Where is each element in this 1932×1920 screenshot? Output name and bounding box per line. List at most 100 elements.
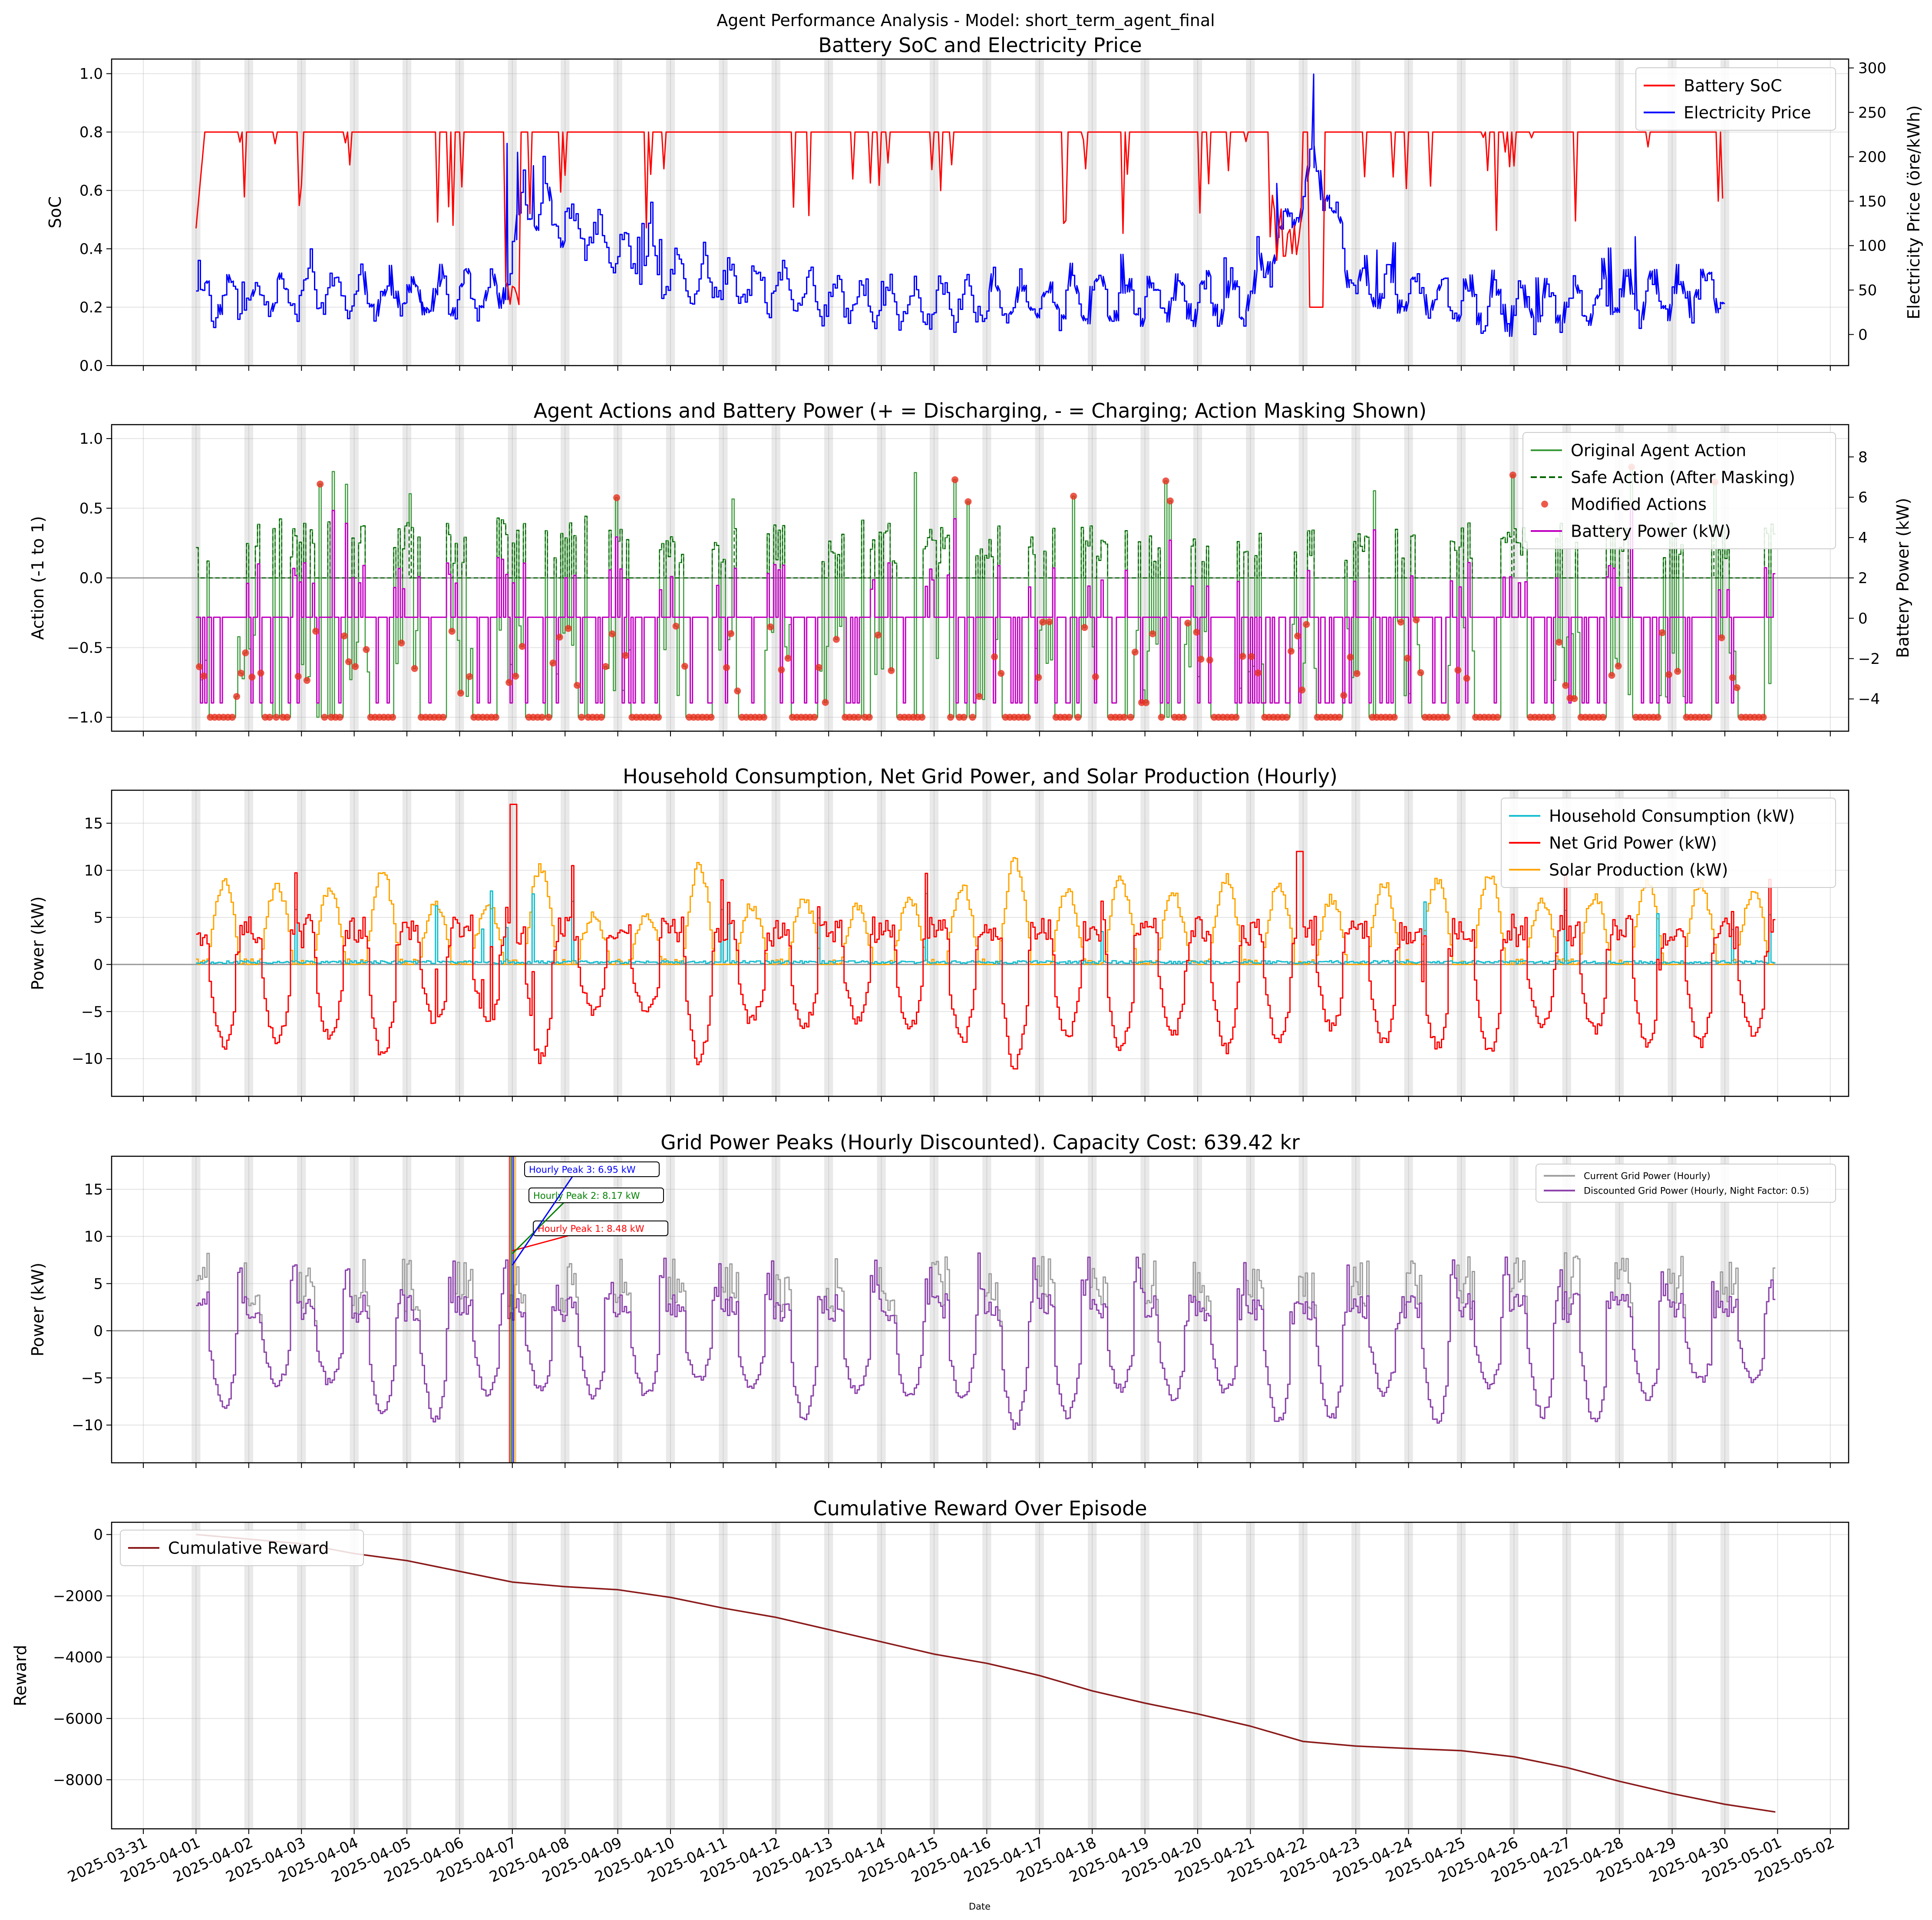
modified-action-point [312, 627, 320, 635]
modified-action-point [284, 713, 291, 721]
plot-frame [111, 789, 1849, 1097]
night-band [561, 1522, 570, 1829]
y-tick-label-right: 8 [1858, 449, 1868, 466]
night-band [613, 1522, 622, 1829]
y-tick-label: 0.6 [79, 182, 103, 200]
night-band [1140, 1522, 1149, 1829]
modified-action-point [233, 693, 240, 700]
night-band [192, 1522, 201, 1829]
modified-action-point [340, 632, 348, 640]
y-tick-label: 1.0 [79, 430, 103, 448]
y-tick-label: 0 [93, 1526, 103, 1544]
modified-action-point [1390, 713, 1398, 721]
night-band [1246, 1522, 1255, 1829]
legend-box [1522, 432, 1836, 549]
modified-action-point [398, 639, 405, 647]
y-axis-label: Action (-1 to 1) [28, 516, 47, 640]
y-tick-label-right: 300 [1858, 59, 1886, 77]
modified-action-point [1615, 663, 1622, 670]
y-tick-label: −5 [81, 1003, 103, 1021]
modified-action-point [1127, 713, 1134, 721]
panel-title: Battery SoC and Electricity Price [818, 33, 1142, 57]
modified-action-point [865, 713, 873, 721]
modified-action-point [811, 713, 818, 721]
night-band [297, 1522, 306, 1829]
modified-action-point [345, 658, 352, 666]
panel-grid-power-peaks: −10 −5 0 5 10 15 Hourly Peak 1: 8.48 kW Hourly … [28, 1131, 1849, 1468]
peak-annotation-box [524, 1161, 660, 1177]
night-band [613, 59, 622, 366]
y-tick-label: 0.2 [79, 299, 103, 317]
modified-action-point [778, 666, 785, 673]
y-tick-label-right: 200 [1858, 148, 1886, 166]
night-band [1193, 1522, 1202, 1829]
y-tick-label: −2000 [53, 1587, 103, 1605]
night-band [1035, 1156, 1044, 1463]
night-band [244, 790, 253, 1096]
peak-annotation-label: Hourly Peak 2: 8.17 kW [533, 1191, 640, 1201]
modified-action-point [832, 636, 840, 643]
modified-action-point [294, 673, 302, 680]
modified-action-point [960, 713, 968, 721]
legend-label: Original Agent Action [1571, 441, 1746, 460]
modified-action-point [1718, 634, 1725, 641]
night-band [350, 1522, 359, 1829]
legend-label: Household Consumption (kW) [1549, 806, 1795, 825]
modified-action-point [512, 673, 519, 680]
y-tick-label: 0 [93, 1323, 103, 1340]
series-discounted-grid-power [196, 1252, 1776, 1430]
y-tick-label: −10 [72, 1417, 103, 1434]
modified-action-point [1654, 713, 1661, 721]
y-tick-label-right: 6 [1858, 489, 1868, 506]
modified-action-point [1206, 656, 1213, 664]
modified-action-point [1162, 477, 1169, 485]
modified-action-point [1283, 713, 1290, 721]
legend-box [1536, 1164, 1836, 1203]
legend-box [120, 1530, 364, 1566]
peak-annotation-label: Hourly Peak 3: 6.95 kW [529, 1165, 636, 1175]
modified-action-point [1336, 713, 1343, 721]
legend-label: Electricity Price [1684, 103, 1811, 122]
night-band [350, 790, 359, 1096]
y-tick-label: 5 [93, 1275, 103, 1293]
modified-action-point [574, 682, 581, 689]
modified-action-point [466, 673, 473, 680]
night-band [1562, 1522, 1571, 1829]
series-safe-action [196, 515, 1776, 579]
modified-action-point [195, 663, 203, 670]
peak-annotation-label: Hourly Peak 1: 8.48 kW [538, 1224, 644, 1234]
y-tick-label-right: 150 [1858, 193, 1886, 210]
modified-action-point [448, 628, 456, 635]
modified-action-point [549, 660, 557, 667]
night-band [982, 1156, 991, 1463]
y-axis-label: Power (kW) [28, 896, 47, 990]
modified-action-point [1193, 629, 1200, 636]
modified-action-point [1197, 656, 1205, 663]
modified-action-point [519, 643, 526, 650]
y-tick-label: 10 [84, 1228, 103, 1246]
night-band [1456, 790, 1466, 1096]
y-tick-label-right: 50 [1858, 282, 1877, 299]
modified-action-point [1120, 713, 1128, 721]
modified-action-point [947, 713, 954, 721]
modified-action-point [1035, 674, 1042, 681]
night-band [1035, 59, 1044, 366]
y-tick-label: −4000 [53, 1649, 103, 1666]
modified-action-point [1092, 673, 1099, 680]
modified-action-point [1599, 713, 1607, 721]
modified-action-point [622, 652, 629, 659]
modified-action-point [248, 673, 256, 681]
modified-action-point [1184, 620, 1192, 627]
modified-action-point [257, 670, 264, 677]
night-band [1668, 1156, 1677, 1463]
modified-action-point [1024, 713, 1031, 721]
modified-action-point [1413, 616, 1420, 624]
modified-action-point [1443, 713, 1451, 721]
modified-action-point [1143, 699, 1150, 706]
y-axis-label: Power (kW) [28, 1263, 47, 1356]
modified-action-point [951, 476, 959, 483]
night-band [1088, 790, 1097, 1096]
modified-action-point [784, 655, 792, 662]
modified-action-point [681, 663, 688, 670]
legend-marker [1541, 501, 1548, 508]
